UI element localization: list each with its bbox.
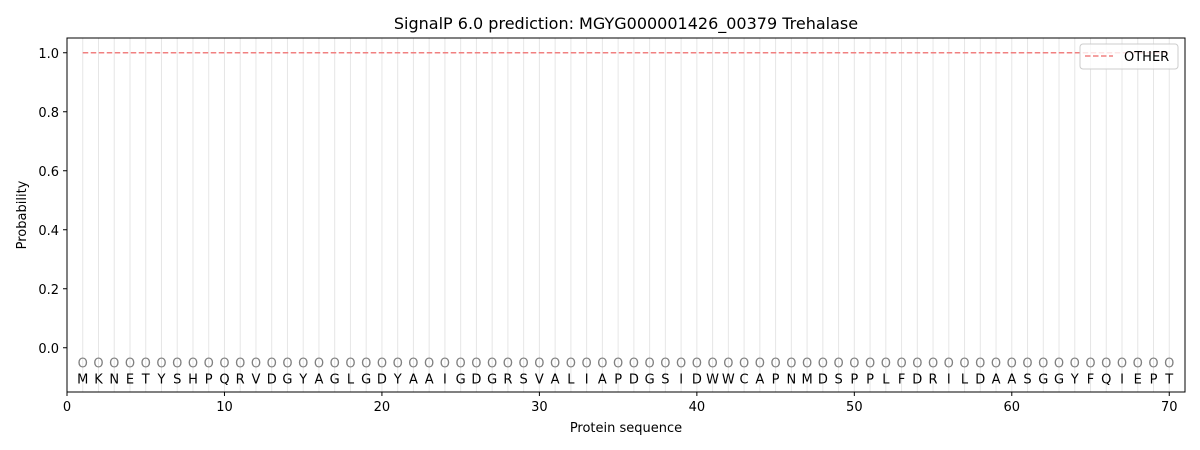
x-tick-label: 40 xyxy=(689,400,706,415)
x-tick-label: 10 xyxy=(216,400,233,415)
grid xyxy=(82,38,1170,392)
y-tick-label: 0.8 xyxy=(38,106,59,121)
y-tick-label: 0.0 xyxy=(38,342,59,357)
x-tick-label: 30 xyxy=(531,400,548,415)
x-axis-label: Protein sequence xyxy=(570,421,682,436)
x-tick-label: 70 xyxy=(1161,400,1178,415)
x-tick-label: 50 xyxy=(846,400,863,415)
residue-sequence: MKNETYSHPQRVDGYAGLGDYAAIGDGRSVALIAPDGSID… xyxy=(77,372,1173,387)
legend-label-other: OTHER xyxy=(1124,50,1169,65)
x-tick-label: 60 xyxy=(1004,400,1021,415)
y-tick-label: 0.6 xyxy=(38,165,59,180)
x-tick-label: 20 xyxy=(374,400,391,415)
y-tick-label: 1.0 xyxy=(38,47,59,62)
chart-title: SignalP 6.0 prediction: MGYG000001426_00… xyxy=(394,14,858,34)
legend: OTHER xyxy=(1079,43,1179,70)
y-axis-ticks: 0.0 0.2 0.4 0.6 0.8 1.0 xyxy=(38,47,67,357)
y-tick-label: 0.4 xyxy=(38,224,59,239)
x-tick-label: 0 xyxy=(63,400,71,415)
y-tick-label: 0.2 xyxy=(38,283,59,298)
region-labels: OOOOOOOOOOOOOOOOOOOOOOOOOOOOOOOOOOOOOOOO… xyxy=(78,357,1175,372)
x-axis-ticks: 0 10 20 30 40 50 60 70 xyxy=(63,392,1178,415)
plot-frame xyxy=(66,37,1186,393)
y-axis-label: Probability xyxy=(15,180,30,249)
